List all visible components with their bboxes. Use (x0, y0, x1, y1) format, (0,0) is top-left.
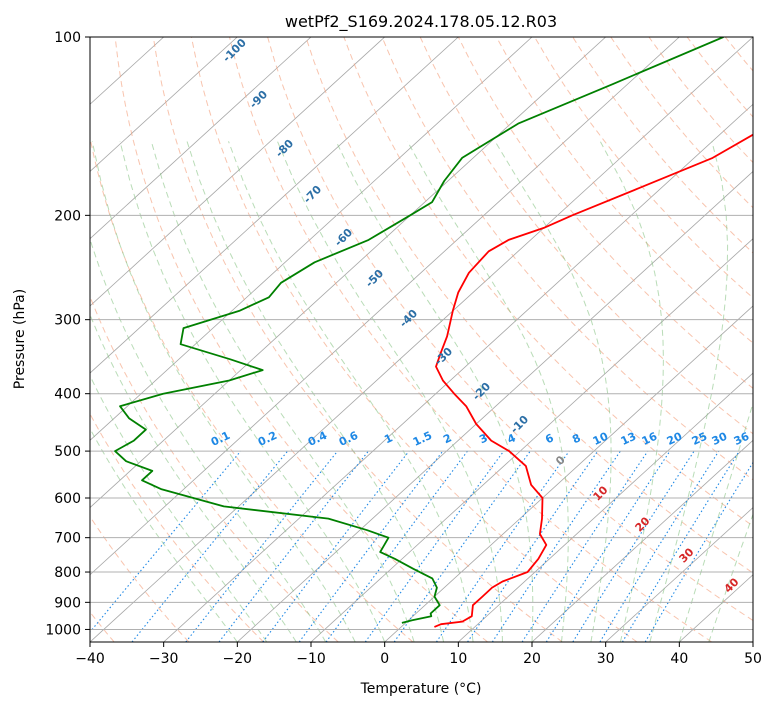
y-tick-label: 200 (54, 208, 81, 224)
dry-adiabat-line (90, 412, 264, 642)
dry-adiabat-line (534, 37, 753, 299)
mixing-ratio-line (364, 450, 505, 642)
mixing-ratio-line (467, 450, 599, 642)
mixing-ratio-line (491, 450, 621, 642)
isotherm-line (90, 37, 533, 441)
y-tick-label: 900 (54, 595, 81, 611)
mixing-ratio-line (621, 450, 740, 642)
mixing-ratio-line (644, 461, 753, 642)
mixing-ratio-line (298, 450, 444, 642)
plot-frame (89, 36, 754, 643)
mixing-ratio-label: 13 (619, 430, 638, 448)
temperature-line (434, 133, 753, 628)
isotherm-line (310, 238, 753, 642)
x-tick-label: 20 (523, 651, 541, 667)
mixing-ratio-label: 16 (640, 430, 660, 448)
mixing-ratio-line (572, 450, 695, 642)
isotherm-line (384, 305, 753, 642)
dry-adiabat-line (90, 515, 190, 642)
dry-adiabat-line (457, 37, 753, 389)
dry-adiabat-line (152, 37, 563, 642)
mixing-ratio-line (393, 450, 531, 642)
mixing-ratio-line (435, 450, 570, 642)
mixing-ratio-line (262, 450, 410, 642)
mixing-ratio-line (325, 450, 468, 642)
mixing-ratio-line (90, 450, 242, 633)
y-tick-label: 500 (54, 444, 81, 460)
mixing-ratio-label: 20 (665, 430, 685, 448)
isotherm-line (90, 37, 312, 240)
x-axis-label: Temperature (°C) (360, 681, 482, 697)
isotherm-line (605, 507, 753, 642)
isotherm-line (163, 103, 753, 642)
y-tick-label: 100 (54, 30, 81, 46)
dry-adiabat-line (267, 37, 753, 622)
dry-adiabat-line (229, 37, 712, 642)
profile-lines (114, 37, 753, 628)
dry-adiabat-line (343, 37, 753, 527)
mixing-ratio-label: 30 (710, 430, 730, 448)
x-tick-label: 10 (449, 651, 467, 667)
dry-adiabat-line (190, 37, 638, 642)
dry-adiabat-line (495, 37, 753, 344)
y-tick-label: 1000 (45, 622, 81, 638)
isotherm-line (531, 439, 753, 642)
x-tick-label: −10 (296, 651, 326, 667)
isotherm-line (458, 372, 753, 642)
isotherm-line (90, 37, 459, 374)
x-tick-label: −20 (223, 651, 253, 667)
y-tick-label: 800 (54, 565, 81, 581)
x-tick-label: 0 (380, 651, 389, 667)
isotherm-line (237, 170, 753, 642)
dry-adiabat-line (419, 37, 753, 435)
x-tick-label: −40 (75, 651, 105, 667)
pressure-gridlines (90, 37, 753, 630)
x-tick-label: 50 (744, 651, 762, 667)
dry-adiabat-line (381, 37, 753, 481)
y-tick-label: 300 (54, 313, 81, 329)
x-tick-label: 30 (597, 651, 615, 667)
isotherm-line (90, 37, 238, 172)
chart-title: wetPf2_S169.2024.178.05.12.R03 (285, 12, 557, 32)
mixing-ratio-label: 36 (732, 430, 752, 448)
x-tick-label: 40 (670, 651, 688, 667)
mixing-ratio-line (218, 450, 369, 642)
mixing-ratio-line (599, 450, 720, 642)
y-axis-label: Pressure (hPa) (12, 289, 28, 389)
isotherm-line (90, 37, 385, 307)
mixing-ratio-label: 25 (690, 430, 709, 448)
y-tick-label: 600 (54, 491, 81, 507)
y-tick-label: 400 (54, 387, 81, 403)
mixing-ratio-label: 10 (591, 430, 611, 448)
axes-ticks: −40 −30 −20 −10 0 10 20 30 40 50 100 200 300 400 500 60… (45, 30, 762, 667)
x-tick-label: −30 (149, 651, 179, 667)
isotherm-line (90, 37, 680, 576)
isotherm-line (90, 37, 753, 642)
dry-adiabat-line (305, 37, 753, 574)
dewpoint-line (114, 37, 724, 624)
y-tick-label: 700 (54, 531, 81, 547)
